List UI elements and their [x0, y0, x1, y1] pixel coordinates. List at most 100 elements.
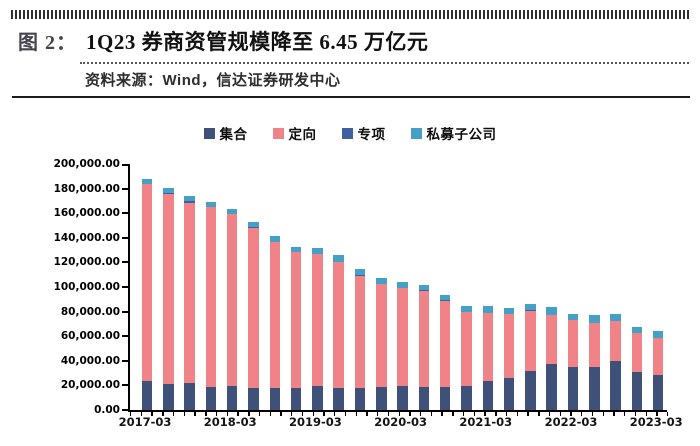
bar-segment-定向	[525, 310, 536, 372]
bar-segment-定向	[610, 321, 621, 362]
bar-segment-定向	[163, 193, 174, 385]
x-tick-mark	[194, 412, 196, 416]
x-tick-mark	[387, 412, 390, 416]
bar-segment-集合	[397, 386, 408, 410]
legend-label: 集合	[219, 127, 248, 142]
bar-segment-专项	[226, 213, 238, 215]
y-tick-label: 200,000.00	[53, 158, 120, 170]
bar-segment-定向	[333, 262, 344, 388]
y-tick-mark	[122, 261, 128, 264]
bar-segment-集合	[163, 384, 174, 410]
x-tick-mark	[634, 412, 637, 416]
dotted-separator	[80, 62, 689, 64]
bar-segment-专项	[205, 206, 217, 208]
bar-segment-定向	[631, 332, 643, 372]
x-tick-mark	[334, 412, 336, 416]
y-tick-label: 60,000.00	[60, 330, 120, 343]
bar-segment-私募子公司	[397, 281, 408, 288]
bar-segment-定向	[439, 300, 451, 388]
bar-segment-定向	[248, 227, 259, 388]
bar-segment-私募子公司	[503, 308, 515, 315]
stacked-bar-2020-12	[461, 305, 472, 410]
y-tick-mark	[122, 164, 128, 166]
bar-segment-集合	[141, 380, 153, 410]
y-tick-label: 80,000.00	[60, 305, 120, 318]
legend-label: 专项	[357, 127, 386, 142]
x-tick-mark	[473, 412, 476, 416]
bar-segment-私募子公司	[567, 313, 579, 321]
bar-segment-定向	[312, 254, 323, 387]
figure-label: 图 2：	[18, 32, 77, 54]
stacked-bar-2020-03	[397, 281, 408, 410]
bar-segment-集合	[205, 386, 217, 410]
bar-segment-定向	[461, 312, 472, 387]
bar-segment-私募子公司	[546, 307, 557, 316]
stacked-bar-2019-03	[312, 248, 323, 410]
x-tick-mark	[409, 412, 411, 416]
stacked-bar-2020-06	[418, 284, 430, 410]
stacked-bar-2022-09	[610, 313, 621, 410]
y-axis-labels: 0.00 20,000.00 40,000.00 60,000.00 80,000.00…	[11, 158, 128, 416]
bar-segment-专项	[163, 192, 174, 194]
x-tick-mark	[602, 412, 604, 416]
stacked-bar-chart: 集合 定向 专项 私募子公司 0.00 20,000.00 40,000.00 60,000…	[11, 123, 689, 430]
bar-segment-集合	[546, 364, 557, 410]
x-tick-mark	[172, 412, 175, 416]
bar-segment-定向	[354, 275, 366, 389]
x-tick-mark	[269, 412, 271, 416]
x-tick-mark	[495, 412, 497, 416]
x-tick-mark	[130, 412, 132, 416]
x-tick-mark	[237, 412, 239, 416]
bar-segment-集合	[482, 380, 494, 410]
x-tick-mark	[667, 412, 669, 416]
legend-item-3: 专项	[341, 123, 386, 143]
y-tick-label: 100,000.00	[53, 281, 120, 293]
stacked-bar-2017-03	[141, 178, 153, 410]
bar-segment-私募子公司	[418, 284, 430, 291]
bar-segment-定向	[567, 320, 579, 367]
x-tick-mark	[301, 412, 304, 416]
x-tick-mark	[312, 412, 314, 416]
bar-segment-私募子公司	[376, 278, 387, 284]
bar-segment-集合	[652, 374, 664, 410]
bar-segment-集合	[290, 387, 302, 410]
x-tick-mark	[377, 412, 379, 416]
x-tick-mark	[624, 412, 626, 416]
bar-segment-定向	[290, 252, 302, 388]
stacked-bar-2017-12	[205, 201, 217, 410]
y-tick-mark	[122, 384, 128, 387]
plot-area	[122, 164, 669, 416]
x-tick-mark	[538, 412, 540, 416]
bar-segment-集合	[354, 388, 366, 410]
x-tick-mark	[581, 412, 583, 416]
stacked-bar-2018-06	[248, 222, 259, 410]
legend-swatch-icon	[272, 127, 284, 139]
x-tick-label: 2018-03	[203, 415, 257, 429]
x-tick-mark	[419, 412, 422, 416]
y-tick-label: 0.00	[94, 404, 120, 416]
bar-segment-集合	[269, 388, 281, 410]
y-tick-label: 20,000.00	[60, 379, 120, 392]
bar-segment-私募子公司	[141, 178, 153, 184]
x-tick-mark	[656, 412, 658, 416]
bar-segment-私募子公司	[354, 269, 366, 276]
bar-segment-私募子公司	[163, 188, 174, 193]
x-tick-mark	[205, 412, 207, 416]
x-tick-mark	[548, 412, 551, 416]
x-tick-mark	[226, 412, 229, 416]
bar-segment-集合	[461, 386, 472, 410]
bar-segment-定向	[376, 283, 387, 387]
legend-item-4: 私募子公司	[410, 123, 497, 143]
x-tick-mark	[151, 412, 153, 416]
bar-segment-集合	[525, 371, 536, 410]
x-tick-mark	[430, 412, 433, 416]
x-tick-label: 2017-03	[118, 415, 172, 429]
bar-segment-私募子公司	[269, 236, 281, 242]
x-tick-mark	[570, 412, 572, 416]
bar-segment-定向	[269, 242, 281, 389]
bar-segment-私募子公司	[482, 305, 494, 313]
bar-segment-私募子公司	[290, 247, 302, 253]
y-tick-label: 160,000.00	[53, 207, 120, 220]
bar-segment-集合	[610, 361, 621, 410]
